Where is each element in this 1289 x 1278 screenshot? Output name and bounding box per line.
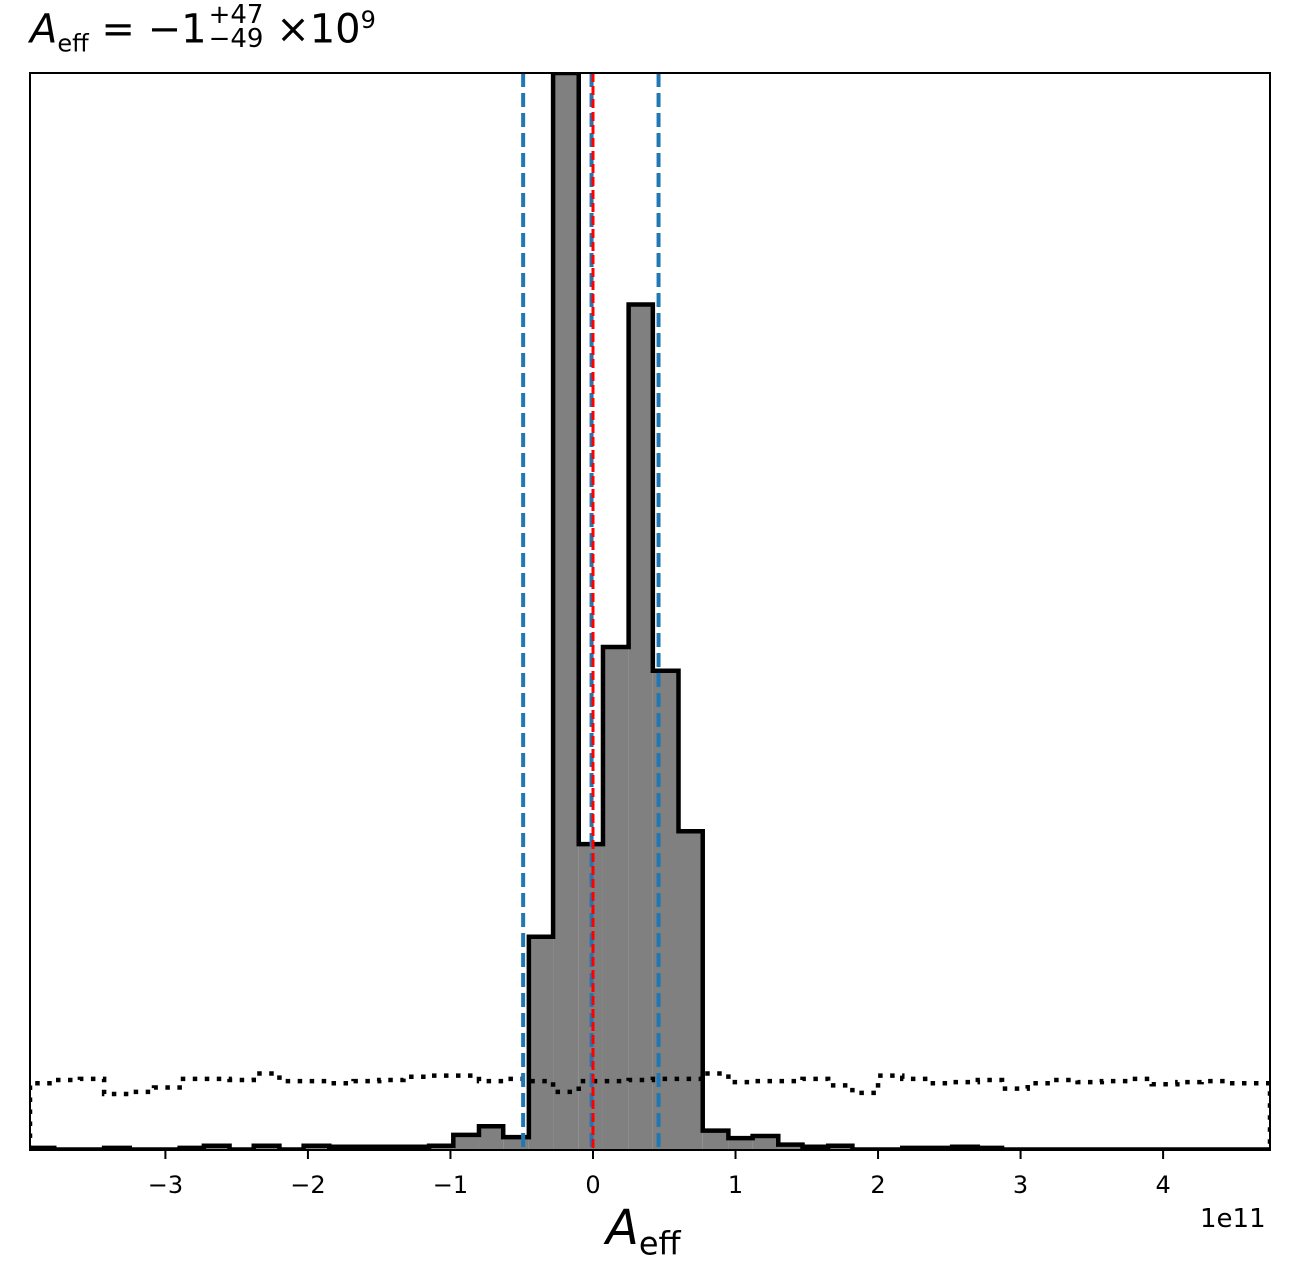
plot-area: −3 −2 −1 0 1 2 3 4 — [29, 72, 1271, 1199]
x-tick-label: 1 — [728, 1171, 743, 1199]
posterior-bar — [678, 831, 703, 1150]
title-times: × — [276, 6, 310, 53]
posterior-bar — [453, 1134, 479, 1150]
x-axis-label: Aeff — [606, 1200, 681, 1263]
axes-frame — [29, 72, 1271, 1151]
title-exponent: 9 — [360, 6, 376, 34]
x-tick-label: −2 — [290, 1171, 325, 1199]
title-base: 10 — [309, 6, 361, 53]
x-tick-label: −3 — [148, 1171, 183, 1199]
posterior-bar — [628, 304, 653, 1150]
title-upper-error: +47 — [208, 0, 264, 31]
x-axis-label-symbol: A — [606, 1200, 639, 1256]
posterior-bar — [602, 647, 629, 1150]
title-equals: = — [101, 6, 135, 53]
plot-content — [30, 73, 1270, 1150]
posterior-bar — [478, 1126, 504, 1150]
x-tick-label: 0 — [585, 1171, 600, 1199]
posterior-bar — [702, 1130, 729, 1150]
posterior-bar — [528, 936, 554, 1150]
x-tick-label: −1 — [433, 1171, 468, 1199]
title-symbol-sub: eff — [57, 29, 89, 58]
posterior-bar — [778, 1144, 803, 1150]
posterior-bar — [728, 1138, 753, 1150]
x-tick-label: 4 — [1155, 1171, 1170, 1199]
posterior-outline — [30, 73, 1270, 1150]
posterior-bar — [553, 73, 579, 1150]
title-lower-error: −49 — [208, 24, 264, 55]
x-tick-label: 3 — [1013, 1171, 1028, 1199]
title-symbol: A — [30, 6, 58, 53]
x-tick-label: 2 — [870, 1171, 885, 1199]
title-value: −1 — [147, 6, 207, 53]
prior-outline — [30, 1071, 1270, 1150]
x-axis-label-sub: eff — [638, 1224, 681, 1263]
posterior-bar — [652, 670, 679, 1150]
posterior-bar — [752, 1135, 779, 1150]
title-errors: +47 −49 — [208, 0, 264, 55]
chart-title: Aeff = −1 +47 −49 ×109 — [30, 0, 376, 58]
x-axis-offset-label: 1e11 — [1200, 1204, 1266, 1234]
